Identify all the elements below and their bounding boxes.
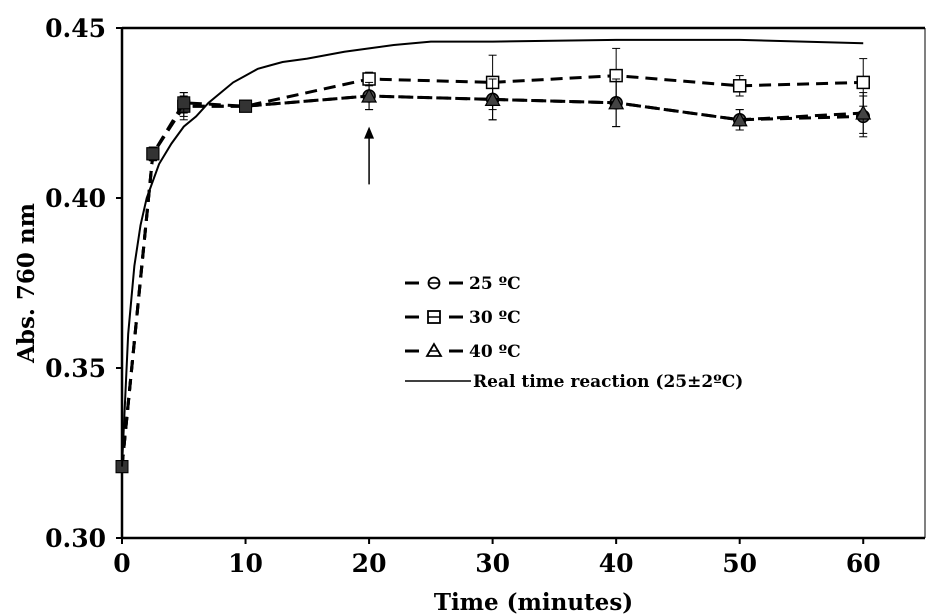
y-tick-label: 0.35 xyxy=(45,354,106,383)
legend-marker xyxy=(425,342,443,357)
series-3 xyxy=(121,38,864,467)
data-point xyxy=(855,104,872,120)
data-point xyxy=(239,99,253,113)
data-point xyxy=(731,111,748,127)
legend-item: 40 ºC xyxy=(405,342,521,362)
data-point xyxy=(146,147,160,161)
legend-label: 40 ºC xyxy=(469,342,521,362)
data-point xyxy=(856,75,870,90)
legend-item: 25 ºC xyxy=(405,274,521,294)
data-point xyxy=(177,96,191,110)
data-point xyxy=(361,87,378,103)
legend: 25 ºC 30 ºC 40 ºC Real time reaction (25±2… xyxy=(405,274,743,392)
x-tick-label: 10 xyxy=(228,549,263,578)
series-line xyxy=(120,74,864,467)
x-tick-label: 50 xyxy=(722,549,757,578)
x-tick-label: 40 xyxy=(599,549,634,578)
y-tick-label: 0.30 xyxy=(45,524,106,553)
y-tick-label: 0.40 xyxy=(45,184,106,213)
x-tick-label: 20 xyxy=(352,549,387,578)
legend-label: 25 ºC xyxy=(469,274,521,294)
y-axis-title: Abs. 760 nm xyxy=(13,203,40,364)
annotation-arrowhead xyxy=(364,126,375,139)
data-point xyxy=(484,91,501,107)
annotation-layer xyxy=(364,126,375,185)
legend-item: 30 ºC xyxy=(405,308,521,328)
series-line xyxy=(121,38,864,467)
series-layer xyxy=(115,38,872,474)
data-point xyxy=(608,94,625,110)
x-tick-label: 0 xyxy=(113,549,130,578)
legend-label: 30 ºC xyxy=(469,308,521,328)
x-axis-title: Time (minutes) xyxy=(434,589,633,614)
y-axis: 0.30 0.35 0.40 0.45 xyxy=(45,14,122,553)
legend-label: Real time reaction (25±2ºC) xyxy=(473,372,743,392)
x-tick-label: 60 xyxy=(846,549,881,578)
y-tick-label: 0.45 xyxy=(45,14,106,43)
legend-item: Real time reaction (25±2ºC) xyxy=(405,372,743,392)
x-axis: 0 10 20 30 40 50 60 xyxy=(113,538,881,578)
data-point xyxy=(732,79,747,93)
x-tick-label: 30 xyxy=(475,549,510,578)
series-2 xyxy=(115,78,872,474)
